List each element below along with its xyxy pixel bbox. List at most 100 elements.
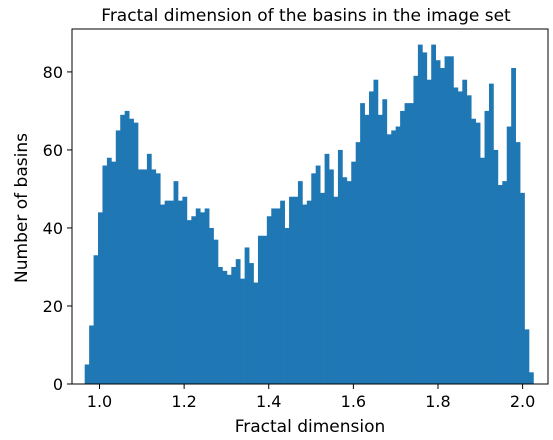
histogram-bar [293,196,299,384]
y-axis: 0 20 40 60 80 [43,63,72,394]
histogram-bar [382,99,388,384]
y-tick-label: 40 [43,219,63,238]
histogram-bar [524,329,530,384]
x-tick-label: 1.0 [87,392,112,411]
histogram-bar [169,200,174,384]
x-axis-label: Fractal dimension [235,417,386,437]
histogram-bar [231,266,237,384]
histogram-bar [444,56,450,385]
histogram-bar [400,110,405,385]
histogram-bar [457,91,463,385]
histogram-bar [311,173,317,384]
histogram-bar [98,212,103,384]
histogram-bar [391,130,397,384]
histogram-bar [226,274,232,384]
histogram-bar [280,200,285,384]
histogram-bar [346,181,352,384]
histogram-bar [200,212,205,384]
histogram-bar [453,87,459,385]
histogram-bar [506,126,512,384]
histogram-bar [373,79,379,385]
histogram-bar [182,196,188,384]
histogram-bar [422,52,428,384]
histogram-bar [271,208,277,384]
histogram-bar [177,200,183,384]
histogram-bar [329,169,334,384]
histogram-bar [249,263,254,384]
histogram-bar [84,364,90,384]
histogram-bar [333,196,339,384]
histogram-bars [84,44,534,385]
chart-title: Fractal dimension of the basins in the i… [101,6,511,26]
histogram-bar [395,126,401,384]
histogram-bar [129,118,134,384]
histogram-bar [315,165,321,384]
histogram-bar [173,181,179,384]
histogram-bar [297,181,303,384]
histogram-bar [488,83,494,385]
histogram-bar [275,208,281,384]
histogram-bar [195,208,201,384]
histogram-bar [186,220,192,384]
histogram-bar [515,142,521,384]
histogram-bar [431,44,437,384]
histogram-bar [244,247,250,384]
histogram-bar [351,161,357,384]
histogram-bar [484,110,490,385]
histogram-bar [466,95,472,384]
histogram-bar [138,169,143,384]
histogram-bar [302,204,308,384]
histogram-bar [369,91,374,385]
histogram-bar [520,192,525,384]
x-axis: 1.0 1.2 1.4 1.6 1.8 2.0 [87,384,535,411]
x-tick-label: 2.0 [510,392,535,411]
histogram-bar [142,169,148,384]
histogram-bar [497,185,503,384]
histogram-bar [106,157,112,384]
histogram-bar [417,44,423,384]
histogram-bar [240,278,245,384]
histogram-bar [204,208,210,384]
histogram-bar [404,103,410,385]
histogram-bar [151,169,157,384]
histogram-bar [426,79,432,385]
histogram-bar [306,200,312,384]
y-tick-label: 0 [53,375,63,394]
plot-frame [71,28,549,385]
histogram-bar [324,153,330,384]
histogram-bar [342,177,348,384]
histogram-bar [164,200,170,384]
histogram-bar [355,142,361,384]
histogram-bar [480,157,485,384]
axes-frame [71,28,549,385]
histogram-bar [289,196,294,384]
histogram-bar [217,266,223,384]
histogram-bar [222,270,228,384]
histogram-bar [471,118,476,384]
x-tick-label: 1.8 [425,392,450,411]
histogram-bar [102,165,108,384]
histogram-bar [266,216,272,384]
histogram-bar [409,103,414,385]
histogram-bar [511,68,516,384]
histogram-bar [386,134,392,384]
histogram-bar [528,372,534,384]
histogram-bar [337,149,343,384]
histogram-bar [124,110,130,385]
histogram-bar [435,60,441,385]
histogram-bar [448,56,454,385]
histogram-bar [320,192,325,384]
histogram-bar [253,282,259,384]
histogram-bar [155,173,161,384]
histogram-bar [262,235,268,384]
histogram-bar [284,227,290,384]
x-tick-label: 1.2 [171,392,196,411]
histogram-bar [377,114,383,384]
histogram-bar [502,181,508,384]
x-tick-label: 1.6 [341,392,366,411]
histogram-bar [257,235,263,384]
x-tick-label: 1.4 [256,392,281,411]
histogram-bar [111,161,117,384]
histogram-bar [235,259,241,384]
